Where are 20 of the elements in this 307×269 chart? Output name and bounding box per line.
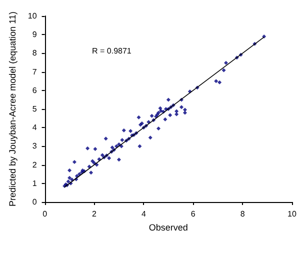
- y-tick-label: 10: [28, 12, 38, 20]
- y-tick-label: 7: [32, 67, 38, 76]
- y-tick-label: 1: [32, 178, 38, 188]
- y-tick-label: 4: [32, 123, 38, 132]
- x-tick-label: 4: [141, 210, 146, 218]
- y-tick-label: 0: [32, 198, 38, 206]
- y-axis-title: Predicted by Jouyban-Acree model (equation 11): [8, 12, 18, 206]
- y-tick-label: 3: [32, 142, 38, 151]
- y-tick-label: 9: [32, 30, 38, 40]
- y-tick-label: 6: [32, 86, 38, 95]
- x-tick-label: 8: [240, 210, 246, 218]
- x-tick-label: 2: [92, 210, 98, 218]
- annotation: R = 0.9871: [92, 46, 132, 56]
- y-tick-label: 5: [32, 104, 38, 114]
- x-tick-label: 10: [288, 210, 297, 218]
- y-tick-label: 2: [32, 160, 38, 170]
- x-tick-label: 0: [42, 210, 48, 218]
- y-tick-label: 8: [32, 48, 38, 58]
- x-axis-title: Observed: [148, 222, 188, 232]
- x-tick-label: 6: [190, 210, 196, 218]
